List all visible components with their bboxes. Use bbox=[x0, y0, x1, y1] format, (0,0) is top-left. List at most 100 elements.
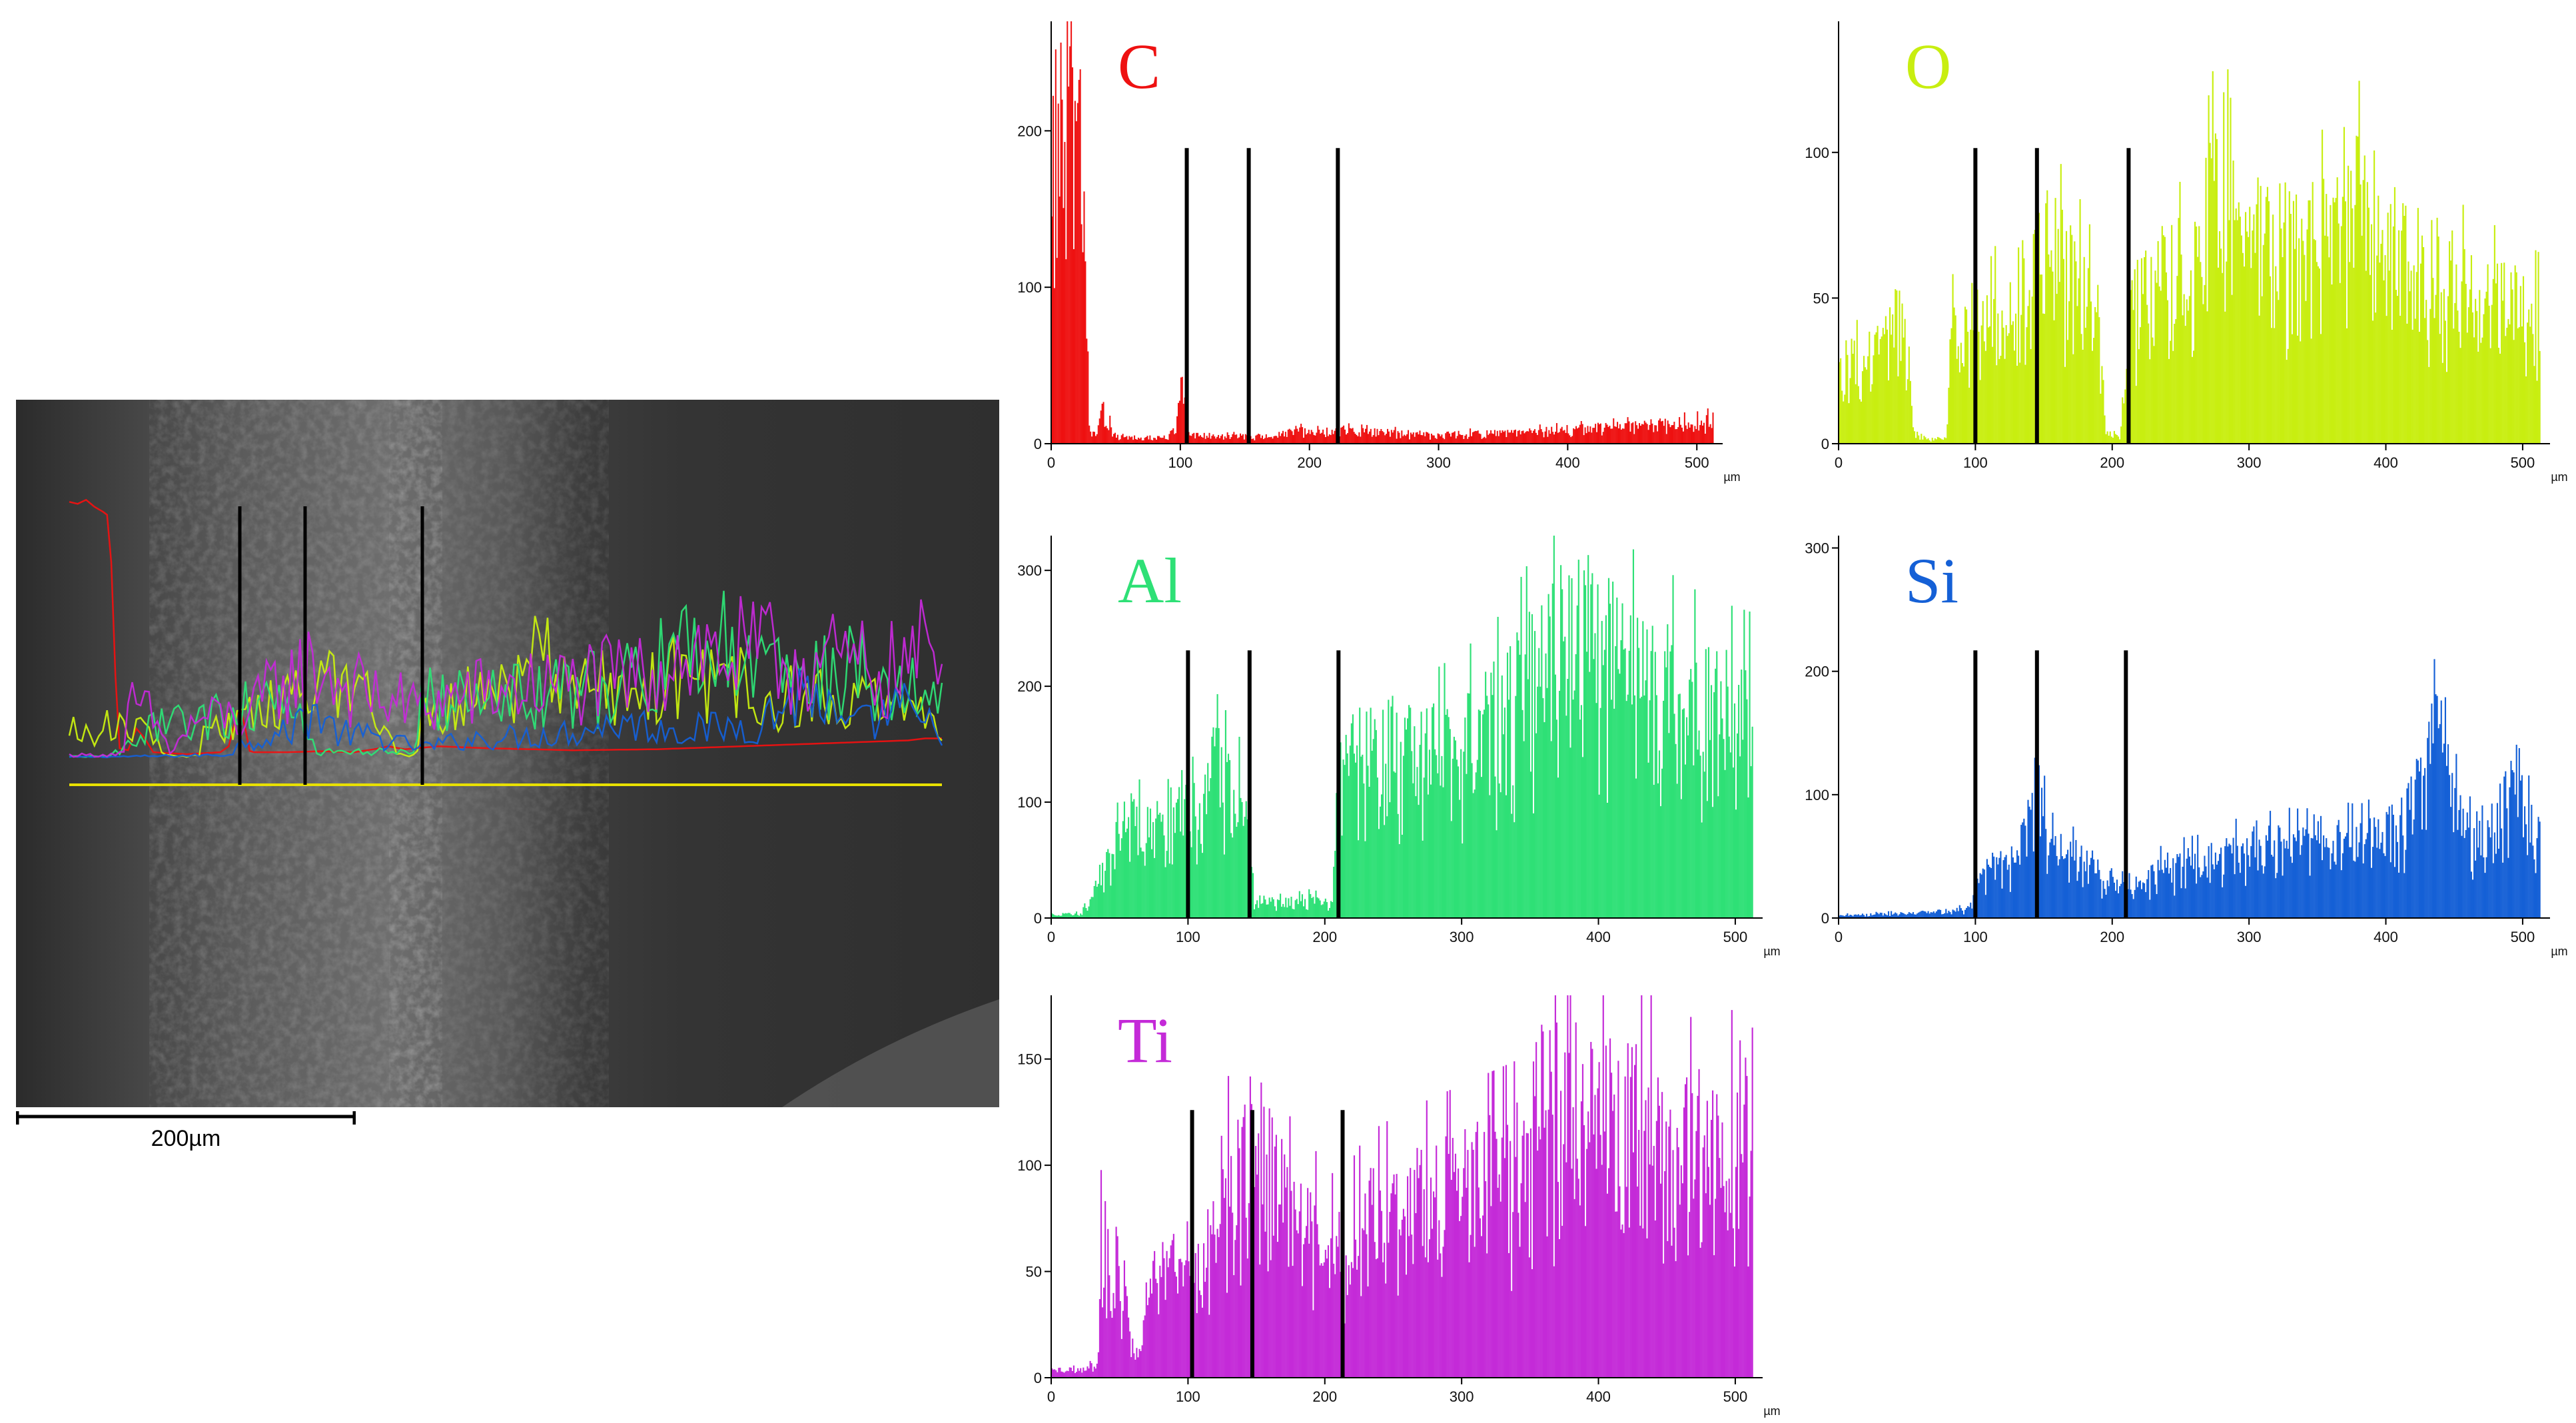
bar bbox=[2369, 274, 2371, 444]
bar bbox=[1141, 851, 1143, 918]
bar bbox=[1934, 913, 1936, 918]
bar bbox=[2496, 803, 2499, 918]
bar bbox=[2194, 853, 2196, 918]
bar bbox=[1093, 885, 1095, 918]
bar bbox=[2276, 873, 2278, 918]
bar bbox=[2268, 201, 2270, 444]
bar bbox=[2497, 848, 2500, 918]
bar bbox=[2027, 799, 2029, 918]
bar bbox=[1259, 1264, 1261, 1378]
bar bbox=[2243, 266, 2246, 444]
bar bbox=[1945, 438, 1947, 444]
bar bbox=[1669, 427, 1671, 444]
bar bbox=[2222, 272, 2224, 444]
bar bbox=[1849, 378, 1851, 444]
bar bbox=[1232, 837, 1234, 918]
bar bbox=[1471, 763, 1473, 918]
bar bbox=[2114, 891, 2117, 918]
bar bbox=[1404, 434, 1406, 444]
bar bbox=[1475, 1132, 1477, 1378]
bar bbox=[1912, 912, 1915, 918]
bar bbox=[1198, 436, 1200, 444]
bar bbox=[1729, 1212, 1731, 1378]
bar bbox=[2418, 332, 2420, 444]
bar bbox=[1340, 742, 1342, 918]
bar bbox=[1655, 695, 1657, 918]
bar bbox=[2100, 394, 2102, 444]
bar bbox=[1869, 916, 1871, 918]
bar bbox=[1405, 1274, 1408, 1378]
bar bbox=[2026, 327, 2028, 444]
bar bbox=[1316, 432, 1318, 444]
bar bbox=[2176, 853, 2178, 918]
bar bbox=[1926, 913, 1928, 918]
bar bbox=[2031, 793, 2033, 918]
bar bbox=[1658, 420, 1660, 444]
bar bbox=[1133, 1353, 1135, 1378]
bar bbox=[1934, 438, 1936, 444]
bar bbox=[1460, 749, 1462, 918]
bar bbox=[1577, 560, 1579, 918]
bar bbox=[1883, 334, 1885, 444]
bar bbox=[1746, 699, 1748, 918]
bar bbox=[1433, 703, 1435, 918]
bar bbox=[1601, 1165, 1603, 1378]
bar bbox=[1178, 787, 1180, 918]
bar bbox=[1623, 649, 1625, 918]
bar bbox=[1260, 1082, 1262, 1378]
bar bbox=[2253, 826, 2255, 918]
bar bbox=[1497, 616, 1499, 918]
bar bbox=[1471, 1142, 1473, 1378]
bar bbox=[1672, 425, 1674, 444]
bar bbox=[2381, 230, 2383, 444]
bar bbox=[1524, 654, 1526, 918]
bar bbox=[2134, 889, 2136, 918]
bar bbox=[1848, 915, 1850, 918]
bar bbox=[2332, 841, 2334, 918]
bar bbox=[1972, 895, 1974, 918]
bar bbox=[1606, 424, 1608, 444]
bar bbox=[1292, 909, 1294, 918]
bar bbox=[1930, 441, 1932, 444]
bar bbox=[1100, 885, 1102, 918]
bar bbox=[1316, 897, 1318, 918]
bar bbox=[1262, 903, 1264, 918]
bar bbox=[1086, 1366, 1088, 1378]
bar bbox=[1909, 913, 1911, 918]
bar bbox=[1272, 1235, 1274, 1378]
bar bbox=[2232, 837, 2234, 918]
bar bbox=[1728, 736, 1730, 918]
bar bbox=[1379, 430, 1381, 444]
bar bbox=[1691, 1093, 1693, 1378]
bar bbox=[1434, 749, 1436, 918]
bar bbox=[1366, 1234, 1368, 1378]
bar bbox=[2413, 265, 2415, 444]
bar bbox=[2349, 262, 2351, 444]
bar bbox=[1055, 915, 1057, 918]
bar bbox=[1434, 1197, 1436, 1378]
bar bbox=[1575, 1022, 1577, 1378]
bar bbox=[1159, 437, 1161, 444]
bar bbox=[2183, 837, 2185, 918]
bar bbox=[1921, 911, 1923, 918]
bar bbox=[2484, 873, 2486, 918]
bar bbox=[1168, 1258, 1170, 1378]
bar bbox=[2258, 839, 2260, 918]
bar bbox=[1266, 904, 1268, 918]
bar bbox=[2106, 880, 2108, 918]
bar bbox=[1230, 437, 1232, 444]
bar bbox=[2196, 883, 2198, 918]
bar bbox=[1855, 914, 1857, 918]
x-tick-label: 100 bbox=[1176, 1388, 1200, 1405]
bar bbox=[2440, 292, 2442, 444]
bar bbox=[1597, 1088, 1599, 1378]
bar bbox=[1242, 1117, 1244, 1378]
bar bbox=[1219, 1224, 1221, 1378]
bar bbox=[2240, 235, 2242, 444]
bar bbox=[1907, 913, 1909, 918]
bar bbox=[2295, 841, 2298, 918]
bar bbox=[1194, 438, 1196, 444]
bar bbox=[1346, 1294, 1348, 1378]
bar bbox=[1119, 851, 1121, 918]
bar bbox=[1579, 719, 1581, 918]
